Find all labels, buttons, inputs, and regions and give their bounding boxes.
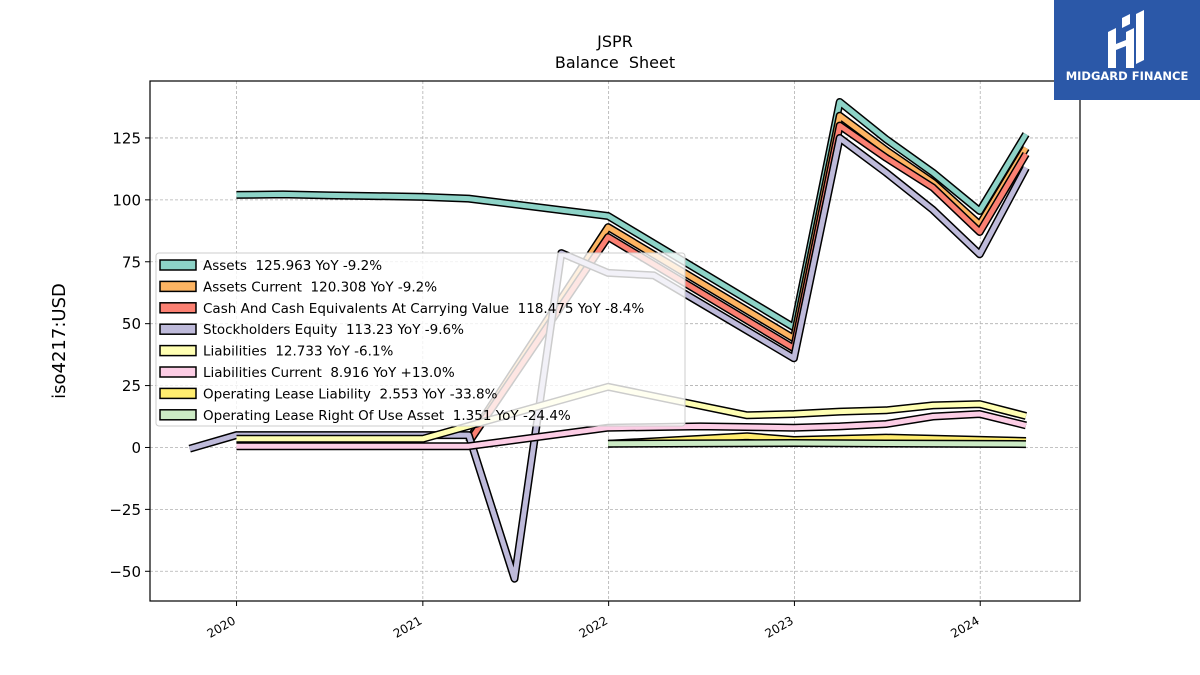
x-tick-label: 2022 [577, 613, 610, 640]
y-axis-ticks: −50 −25 0 25 50 75 100 125 [109, 129, 150, 581]
y-tick-label: −50 [109, 563, 141, 581]
brand-logo: MIDGARD FINANCE [1054, 0, 1200, 100]
legend-label: Stockholders Equity 113.23 YoY -9.6% [203, 322, 464, 338]
x-tick-label: 2024 [948, 613, 981, 640]
legend-swatch [159, 344, 197, 357]
y-tick-label: 100 [112, 191, 141, 209]
series-line [608, 440, 1027, 447]
brand-name: MIDGARD FINANCE [1065, 69, 1189, 83]
legend-label: Operating Lease Liability 2.553 YoY -33.… [203, 386, 498, 402]
chart-subtitle: Balance Sheet [555, 53, 675, 72]
x-tick-label: 2021 [391, 613, 424, 640]
y-tick-label: 75 [122, 253, 141, 271]
legend-swatch [159, 387, 197, 400]
chart-lines [188, 98, 1030, 583]
y-tick-label: 50 [122, 315, 141, 333]
chart-title: JSPR [596, 32, 633, 51]
legend-label: Assets Current 120.308 YoY -9.2% [203, 279, 437, 295]
x-axis-ticks: 2020 2021 2022 2023 2024 [205, 601, 982, 641]
legend-swatch [159, 366, 197, 378]
series-line [466, 113, 1029, 442]
y-tick-label: 0 [131, 439, 141, 457]
legend-swatch [159, 323, 197, 335]
legend-swatch [159, 259, 197, 271]
chart-legend: Assets 125.963 YoY -9.2% Assets Current 1… [155, 252, 686, 427]
plot-frame [149, 80, 1081, 602]
legend-label: Operating Lease Right Of Use Asset 1.351… [203, 408, 571, 424]
legend-swatch [159, 409, 197, 421]
x-tick-label: 2020 [205, 613, 238, 640]
legend-label: Cash And Cash Equivalents At Carrying Va… [203, 301, 644, 317]
x-tick-label: 2023 [762, 613, 795, 640]
y-axis-label: iso4217:USD [49, 283, 70, 399]
legend-box [155, 252, 686, 427]
series-line [236, 411, 1027, 449]
legend-swatch [159, 280, 197, 293]
y-tick-label: −25 [109, 501, 141, 519]
legend-label: Assets 125.963 YoY -9.2% [203, 258, 382, 274]
legend-label: Liabilities 12.733 YoY -6.1% [203, 344, 393, 360]
midgard-logo-mark-icon [1108, 10, 1144, 68]
series-line [236, 99, 1029, 330]
y-tick-label: 125 [112, 129, 141, 147]
legend-label: Liabilities Current 8.916 YoY +13.0% [203, 365, 455, 381]
y-tick-label: 25 [122, 377, 141, 395]
legend-swatch [159, 302, 197, 314]
